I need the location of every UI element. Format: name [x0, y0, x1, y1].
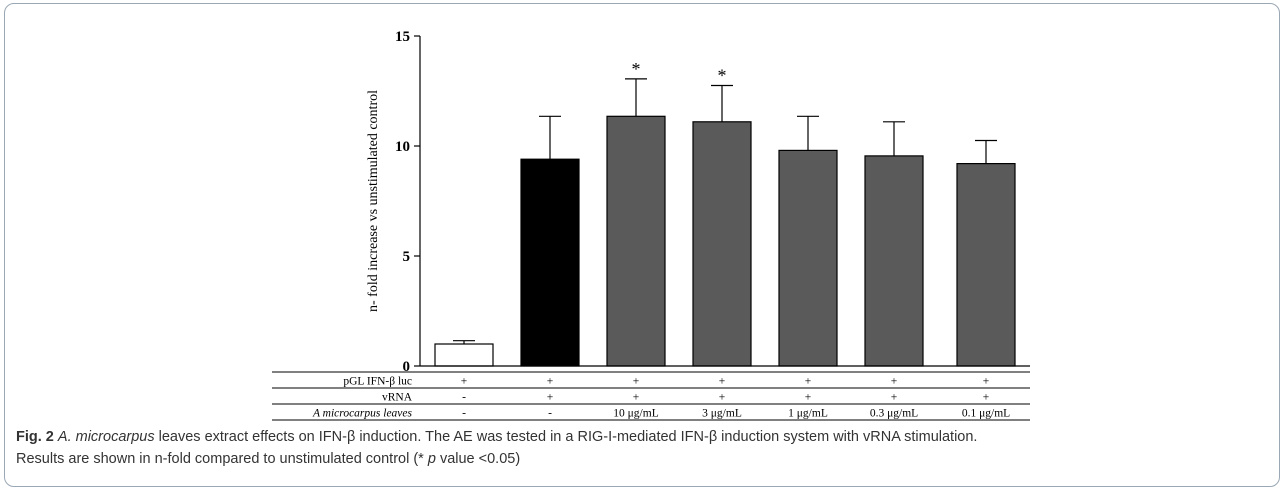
y-tick-label: 10: [395, 139, 410, 155]
table-cell: 1 μg/mL: [788, 408, 828, 420]
bar: [956, 163, 1016, 367]
table-cell: +: [633, 392, 640, 404]
caption-species: A. microcarpus: [57, 429, 155, 445]
bar: [778, 149, 838, 367]
table-cell: +: [805, 376, 812, 388]
caption-line2-text-b: value <0.05): [435, 451, 521, 467]
table-cell: +: [547, 376, 554, 388]
y-tick-label: 15: [395, 29, 410, 45]
table-cell: +: [891, 376, 898, 388]
table-cell: +: [983, 392, 990, 404]
significance-marker: *: [718, 66, 727, 86]
y-tick-label: 0: [403, 359, 411, 375]
caption-p: p: [427, 451, 436, 467]
caption-line1-text: leaves extract effects on IFN-β inductio…: [154, 429, 978, 445]
y-axis-label: n- fold increase vs unstimulated control: [366, 90, 381, 312]
table-cell: -: [462, 408, 466, 420]
table-row-label: vRNA: [382, 392, 413, 404]
table-cell: +: [891, 392, 898, 404]
table-cell: +: [719, 392, 726, 404]
table-row-label: pGL IFN-β luc: [343, 376, 412, 388]
table-cell: -: [548, 408, 552, 420]
table-cell: 0.3 μg/mL: [870, 408, 918, 420]
table-cell: +: [547, 392, 554, 404]
table-cell: 3 μg/mL: [702, 408, 742, 420]
bar: [520, 158, 580, 367]
table-cell: +: [805, 392, 812, 404]
significance-marker: *: [632, 59, 641, 79]
table-cell: +: [719, 376, 726, 388]
bar: [864, 155, 924, 367]
bar: [692, 121, 752, 367]
caption-line2-text-a: Results are shown in n-fold compared to …: [16, 451, 428, 467]
caption-line-2: Results are shown in n-fold compared to …: [16, 448, 1266, 470]
table-cell: +: [461, 376, 468, 388]
bar: [434, 343, 494, 367]
table-cell: 10 μg/mL: [613, 408, 658, 420]
table-cell: +: [633, 376, 640, 388]
table-cell: +: [983, 376, 990, 388]
caption-line-1: Fig. 2 A. microcarpus leaves extract eff…: [16, 426, 1266, 448]
caption-fig-label: Fig. 2: [16, 429, 54, 445]
table-cell: 0.1 μg/mL: [962, 408, 1010, 420]
table-row-label: A microcarpus leaves: [312, 408, 413, 420]
bar: [606, 115, 666, 367]
figure-frame: [4, 3, 1280, 487]
figure-caption: Fig. 2 A. microcarpus leaves extract eff…: [16, 426, 1266, 470]
table-cell: -: [462, 392, 466, 404]
y-tick-label: 5: [403, 249, 411, 265]
